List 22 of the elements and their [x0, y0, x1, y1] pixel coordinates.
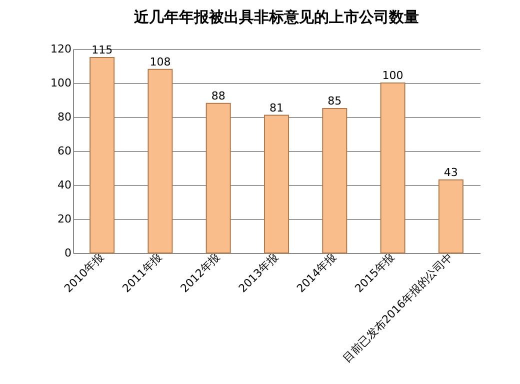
y-tick-label: 100 — [50, 76, 72, 90]
y-tick-label: 20 — [58, 212, 72, 226]
bar — [264, 114, 289, 254]
data-label: 43 — [444, 166, 458, 179]
bar — [322, 108, 348, 254]
data-label: 100 — [382, 69, 404, 82]
data-label: 81 — [270, 101, 284, 114]
y-tick-label: 80 — [58, 110, 72, 124]
y-tick-label: 0 — [64, 246, 72, 260]
bar — [148, 68, 173, 254]
data-label: 85 — [328, 94, 342, 108]
chart-title: 近几年年报被出具非标意见的上市公司数量 — [133, 8, 419, 26]
y-tick-label: 40 — [58, 178, 72, 192]
data-label: 108 — [150, 55, 171, 68]
bar — [438, 179, 464, 254]
bar — [90, 57, 115, 254]
data-label: 88 — [211, 89, 226, 102]
y-tick-label: 120 — [50, 42, 72, 56]
data-label: 115 — [92, 44, 113, 56]
bar — [206, 102, 231, 254]
y-tick-label: 60 — [58, 144, 72, 158]
bar — [380, 82, 406, 254]
